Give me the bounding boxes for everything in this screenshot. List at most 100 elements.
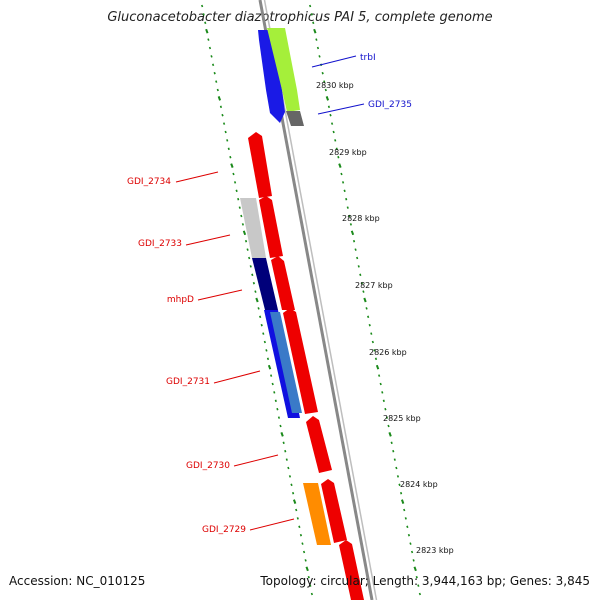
scale-label: 2829 kbp <box>329 148 367 157</box>
tick-mark <box>393 458 396 461</box>
leader-line-GDI_2731 <box>213 370 261 384</box>
tick-mark <box>334 139 337 142</box>
tick-mark <box>282 441 285 445</box>
tick-mark <box>373 349 376 352</box>
tick-mark <box>221 113 224 117</box>
tick-mark <box>367 315 370 319</box>
tick-mark <box>332 130 335 134</box>
scale-label: 2825 kbp <box>383 414 421 423</box>
tick-mark <box>382 399 385 403</box>
tick-mark <box>248 256 251 260</box>
tick-mark <box>335 147 338 151</box>
tick-mark <box>384 407 387 411</box>
lightgray-gene-2733[interactable] <box>240 198 266 258</box>
blue-forward-gene[interactable] <box>258 30 285 123</box>
red-gene-2734[interactable] <box>248 132 272 198</box>
red-gene-2733[interactable] <box>259 196 283 258</box>
tick-mark <box>229 155 232 159</box>
leader-line-trbI <box>311 55 357 68</box>
tick-mark <box>327 105 331 109</box>
gene-label[interactable]: trbI <box>360 53 376 63</box>
tick-mark <box>357 265 360 268</box>
scale-label: 2826 kbp <box>369 348 407 357</box>
tick-mark <box>406 525 409 529</box>
genome-summary-text: Topology: circular; Length: 3,944,163 bp… <box>260 574 590 588</box>
scale-label: 2827 kbp <box>355 281 393 290</box>
red-gene-2730[interactable] <box>306 416 332 473</box>
tick-mark <box>302 550 306 554</box>
label-leaders <box>175 55 365 531</box>
tick-mark <box>210 55 213 58</box>
tick-mark <box>399 491 403 495</box>
tick-mark <box>415 575 418 579</box>
tick-mark <box>213 71 216 75</box>
red-gene-bottom[interactable] <box>339 540 364 600</box>
gene-label[interactable]: GDI_2729 <box>202 525 246 535</box>
tick-mark <box>271 382 274 386</box>
tick-mark <box>348 214 351 218</box>
scale-label: 2824 kbp <box>400 480 438 489</box>
gene-label[interactable]: mhpD <box>167 295 194 305</box>
tick-mark <box>279 424 282 428</box>
tick-mark <box>290 483 293 487</box>
tick-mark <box>392 449 395 453</box>
lightgreen-forward-gene[interactable] <box>267 28 300 112</box>
tick-mark <box>207 38 210 41</box>
tick-mark <box>375 364 380 370</box>
tick-mark <box>350 230 355 236</box>
tick-mark <box>396 475 400 478</box>
left-tick-track <box>201 4 314 596</box>
tick-mark <box>337 155 340 159</box>
red-gene-2729[interactable] <box>321 479 347 543</box>
leader-line-GDI_2734 <box>175 171 219 183</box>
gene-label[interactable]: GDI_2733 <box>138 239 182 249</box>
tick-mark <box>385 416 389 419</box>
scale-labels: 2830 kbp 2829 kbp 2828 kbp 2827 kbp 2826… <box>316 81 454 555</box>
leader-line-GDI_2735 <box>317 103 365 115</box>
gene-labels: trbI GDI_2735 GDI_2734 GDI_2733 mhpD GDI… <box>127 53 412 535</box>
tick-mark <box>287 466 290 470</box>
navy-gene-mhpD[interactable] <box>252 258 278 310</box>
tick-mark <box>312 21 315 25</box>
tick-mark <box>280 432 284 437</box>
gray-forward-gene[interactable] <box>286 111 304 126</box>
gene-label[interactable]: GDI_2730 <box>186 461 230 471</box>
orange-gene-2729[interactable] <box>303 483 331 545</box>
tick-mark <box>277 416 281 419</box>
tick-mark <box>305 566 309 572</box>
tick-mark <box>309 584 312 587</box>
tick-mark <box>309 4 312 8</box>
tick-mark <box>299 533 303 537</box>
steelblue-gene-2731[interactable] <box>270 312 302 413</box>
tick-mark <box>257 307 260 310</box>
tick-mark <box>316 46 320 50</box>
tick-mark <box>356 256 359 260</box>
tick-mark <box>390 441 393 445</box>
tick-mark <box>378 374 381 377</box>
tick-mark <box>413 566 417 572</box>
tick-mark <box>208 46 212 50</box>
tick-mark <box>330 122 334 125</box>
gene-label[interactable]: GDI_2735 <box>368 100 412 110</box>
tick-mark <box>407 533 411 537</box>
tick-mark <box>321 71 324 75</box>
tick-mark <box>354 248 357 251</box>
tick-mark <box>222 122 226 125</box>
tick-mark <box>292 499 297 504</box>
tick-mark <box>235 189 238 193</box>
tick-mark <box>340 172 343 176</box>
tick-mark <box>345 197 348 201</box>
tick-mark <box>349 223 353 226</box>
tick-mark <box>418 592 422 596</box>
gene-label[interactable]: GDI_2734 <box>127 177 171 187</box>
scale-label: 2830 kbp <box>316 81 354 90</box>
tick-mark <box>202 13 205 16</box>
tick-mark <box>315 38 318 41</box>
gene-label[interactable]: GDI_2731 <box>166 377 210 387</box>
red-gene-mhpD[interactable] <box>271 256 295 310</box>
tick-mark <box>273 391 276 394</box>
tick-mark <box>295 508 298 512</box>
tick-mark <box>249 265 252 268</box>
red-gene-2731[interactable] <box>283 308 318 414</box>
tick-mark <box>251 273 254 277</box>
